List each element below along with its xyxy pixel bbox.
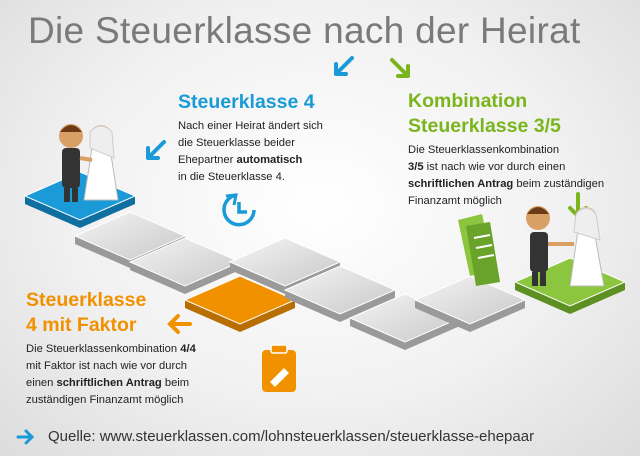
section-heading: Steuerklasse 4 [178, 91, 315, 113]
couple-figure [59, 124, 119, 202]
text-run: automatisch [236, 154, 303, 166]
text-run: Finanzamt möglich [408, 195, 502, 207]
board-tiles [23, 171, 627, 350]
text-run: ist nach wie vor durch einen [423, 161, 566, 173]
text-run: Ehepartner [178, 154, 237, 166]
section-heading: Steuerklasse [26, 289, 147, 311]
title: Die Steuerklasse nach der Heirat [28, 10, 581, 51]
body-line: Die Steuerklassenkombination [408, 142, 604, 159]
section: Kombination Steuerklasse 3/5 Die Steuerkla… [408, 89, 604, 210]
arrow-icon [146, 140, 166, 160]
text-run: schriftlichen Antrag [56, 377, 162, 389]
section: Steuerklasse 4 mit Faktor Die Steuerklasse… [26, 288, 196, 409]
tile-side [415, 300, 525, 332]
arrow-icon [167, 314, 192, 334]
arrow-icon [16, 429, 35, 445]
section: Steuerklasse 4 Nach einer Heirat ändert s… [178, 90, 323, 186]
tile [413, 275, 527, 325]
couple-figure [526, 206, 605, 287]
text-run: die Steuerklasse beider [178, 137, 295, 149]
tile [73, 211, 187, 261]
documents-icon [458, 214, 500, 286]
section-heading: Steuerklasse 3/5 [408, 115, 561, 137]
body-line: einen schriftlichen Antrag beim [26, 375, 196, 392]
tile [228, 237, 342, 287]
tile-side [285, 290, 395, 322]
body-line: Die Steuerklassenkombination 4/4 [26, 341, 196, 358]
body-line: zuständigen Finanzamt möglich [26, 392, 196, 409]
section-body: Die Steuerklassenkombination 4/4 mit Fakt… [26, 341, 196, 409]
body-line: 3/5 ist nach wie vor durch einen [408, 159, 604, 176]
body-line: die Steuerklasse beider [178, 135, 323, 152]
section-heading: 4 mit Faktor [26, 314, 137, 336]
text-run: 3/5 [408, 161, 424, 173]
section-body: Nach einer Heirat ändert sich die Steuerk… [178, 118, 323, 186]
body-line: mit Faktor ist nach wie vor durch [26, 358, 196, 375]
body-line: Nach einer Heirat ändert sich [178, 118, 323, 135]
tile [283, 265, 397, 315]
text-run: einen [26, 377, 57, 389]
text-run: Nach einer Heirat ändert sich [178, 120, 323, 132]
body-line: in die Steuerklasse 4. [178, 169, 323, 186]
text-run: beim zuständigen [513, 178, 605, 190]
section-heading: Kombination [408, 90, 528, 112]
body-line: Finanzamt möglich [408, 193, 604, 210]
section-body: Die Steuerklassenkombination 3/5 ist nach… [408, 142, 604, 210]
tile-side [130, 262, 240, 294]
tile-side [185, 300, 295, 332]
text-run: in die Steuerklasse 4. [178, 171, 285, 183]
text-run: Die Steuerklassenkombination [408, 144, 560, 156]
arrow-icon [334, 56, 354, 76]
text-run: mit Faktor ist nach wie vor durch [26, 360, 188, 372]
text-run: Die Steuerklassenkombination [26, 343, 181, 355]
body-line: schriftlichen Antrag beim zuständigen [408, 176, 604, 193]
text-run: beim [161, 377, 190, 389]
tile-side [515, 282, 625, 314]
text-run: zuständigen Finanzamt möglich [26, 394, 184, 406]
arrow-icon [390, 58, 410, 78]
text-run: 4/4 [180, 343, 196, 355]
clipboard-icon [262, 344, 296, 392]
text-run: schriftlichen Antrag [408, 178, 514, 190]
tile-side [350, 318, 460, 350]
source-text: Quelle: www.steuerklassen.com/lohnsteuer… [48, 428, 535, 445]
tile-side [25, 196, 135, 228]
clock-icon [222, 193, 256, 227]
body-line: Ehepartner automatisch [178, 152, 323, 169]
